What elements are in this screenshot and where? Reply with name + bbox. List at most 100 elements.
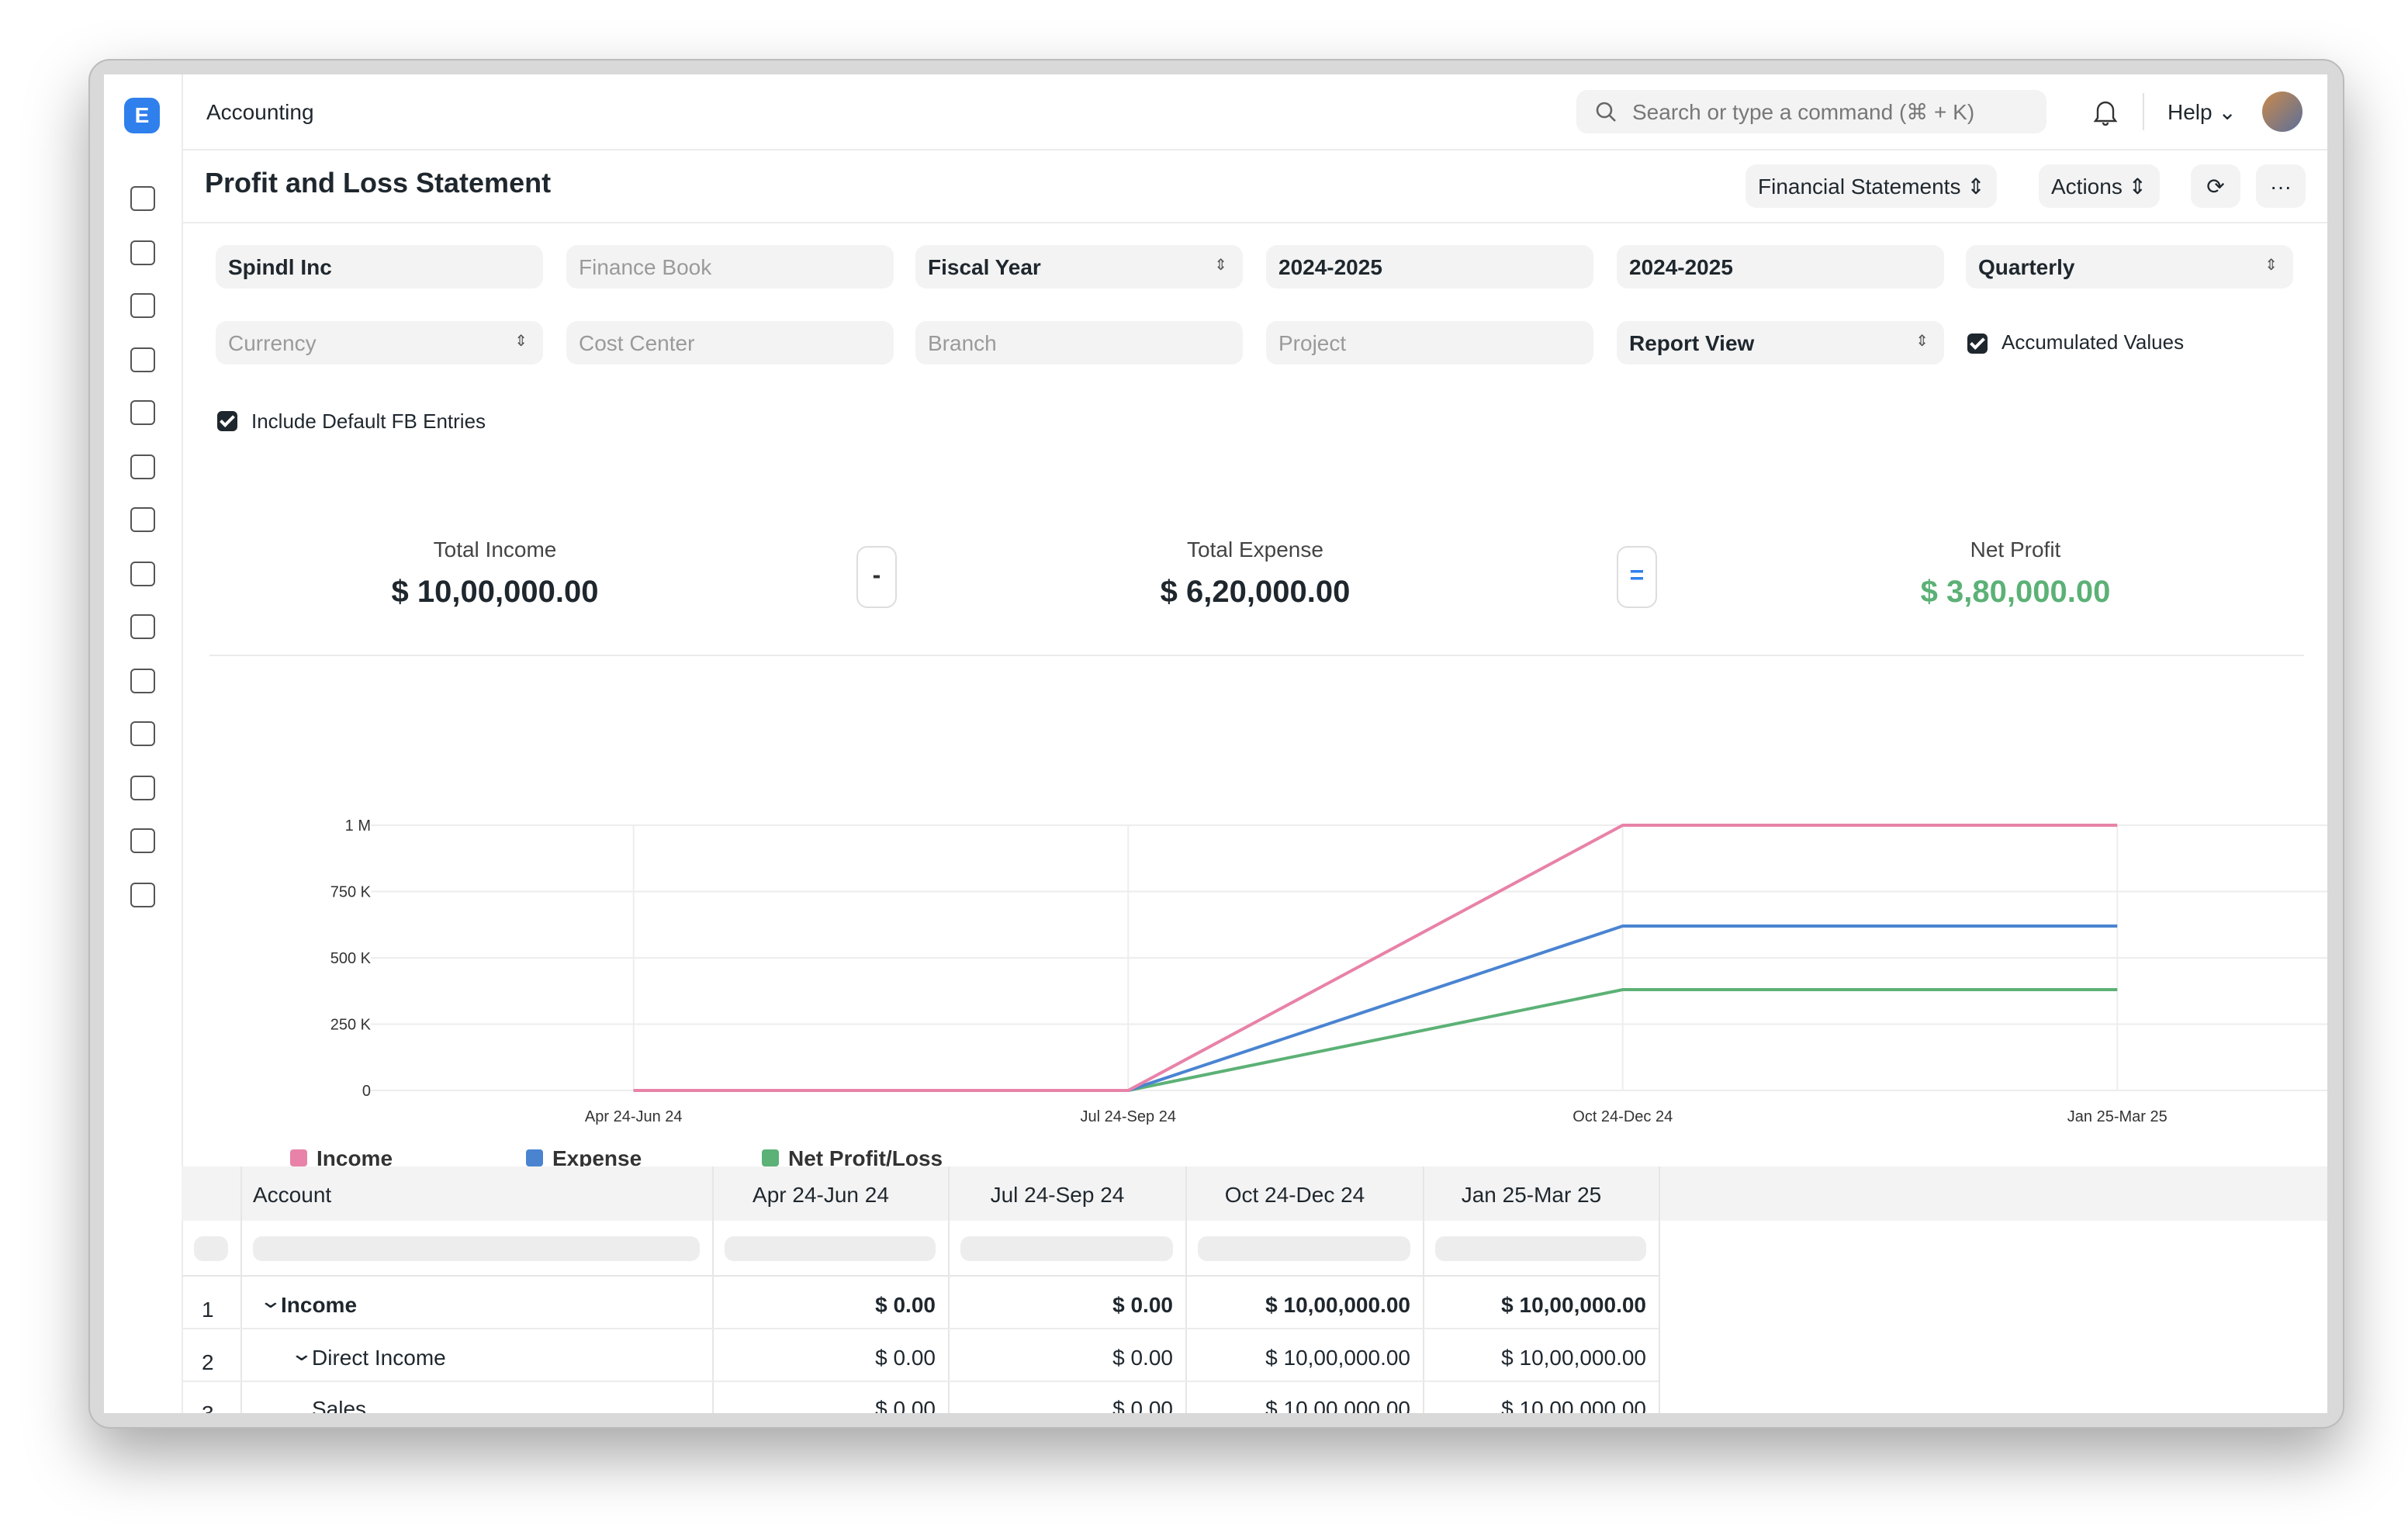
sidebar: E [104, 74, 183, 1413]
checkbox-label: Include Default FB Entries [251, 410, 486, 433]
summary-value: $ 6,20,000.00 [1160, 575, 1351, 610]
sidebar-icon[interactable] [130, 507, 155, 532]
filter-text: Cost Center [579, 330, 695, 355]
column-header: Account [253, 1182, 332, 1207]
filter-field[interactable]: Cost Center [566, 321, 894, 365]
amount: $ 0.00 [875, 1396, 936, 1413]
account-name: Income [281, 1292, 358, 1317]
filter-row-border [182, 1275, 1659, 1277]
row-toggle[interactable]: ⌄ [258, 1289, 283, 1312]
select-arrow: ⇕ [1214, 257, 1227, 275]
sidebar-icon[interactable] [130, 775, 155, 800]
table-header-bg [182, 1166, 2327, 1221]
column-filter [194, 1236, 228, 1261]
amount: $ 10,00,000.00 [1265, 1344, 1410, 1369]
filter-field[interactable]: 2024-2025 [1266, 245, 1593, 289]
page-header: Profit and Loss Statement Financial Stat… [182, 149, 2327, 223]
row-number: 2 [202, 1349, 214, 1374]
financial-statements-button[interactable]: Financial Statements ⇕ [1745, 164, 1998, 208]
column-filter[interactable] [1198, 1236, 1410, 1261]
filter-field[interactable]: Project [1266, 321, 1593, 365]
amount: $ 10,00,000.00 [1501, 1292, 1646, 1317]
summary-label: Net Profit [1970, 537, 2061, 562]
include-fb-checkbox[interactable] [217, 411, 237, 431]
refresh-button[interactable]: ⟳ [2191, 164, 2240, 208]
filter-field[interactable]: Report View ⇕ [1617, 321, 1944, 365]
filter-field[interactable]: Quarterly ⇕ [1966, 245, 2293, 289]
filter-text: Currency [228, 330, 317, 355]
sidebar-icon[interactable] [130, 293, 155, 318]
checkbox-label: Accumulated Values [2001, 330, 2185, 354]
filter-text: Project [1278, 330, 1347, 355]
sidebar-icon[interactable] [130, 882, 155, 907]
amount: $ 10,00,000.00 [1501, 1344, 1646, 1369]
filter-text: Quarterly [1978, 254, 2075, 279]
filter-text: 2024-2025 [1629, 254, 1733, 279]
column-header: Jan 25-Mar 25 [1461, 1182, 1602, 1207]
column-filter[interactable] [1435, 1236, 1646, 1261]
notification-icon[interactable] [2093, 99, 2118, 126]
x-tick-label: Jul 24-Sep 24 [1081, 1108, 1176, 1125]
navbar: Accounting Search or type a command (⌘ +… [182, 74, 2327, 150]
summary-label: Total Income [433, 537, 557, 562]
series-line [633, 988, 2118, 1092]
x-tick-label: Apr 24-Jun 24 [585, 1108, 683, 1125]
sidebar-icon[interactable] [130, 721, 155, 746]
accumulated-checkbox[interactable] [1967, 334, 1988, 354]
filter-field[interactable]: Currency ⇕ [216, 321, 543, 365]
row-number: 1 [202, 1297, 214, 1322]
amount: $ 0.00 [1112, 1396, 1173, 1413]
filter-field[interactable]: Fiscal Year ⇕ [915, 245, 1243, 289]
actions-button[interactable]: Actions ⇕ [2039, 164, 2160, 208]
legend-swatch [526, 1149, 543, 1166]
x-tick-label: Jan 25-Mar 25 [2067, 1108, 2168, 1125]
column-filter[interactable] [960, 1236, 1173, 1261]
search-bar[interactable]: Search or type a command (⌘ + K) [1576, 90, 2046, 133]
sidebar-icon[interactable] [130, 668, 155, 693]
column-filter[interactable] [253, 1236, 700, 1261]
more-button[interactable]: ··· [2256, 164, 2306, 208]
breadcrumb[interactable]: Accounting [206, 99, 314, 124]
column-divider [1423, 1166, 1424, 1413]
search-icon [1596, 102, 1616, 122]
amount: $ 0.00 [1112, 1344, 1173, 1369]
column-divider [1659, 1166, 1660, 1413]
column-divider [712, 1166, 714, 1413]
button-label: Actions [2051, 174, 2123, 199]
summary-value: $ 3,80,000.00 [1920, 575, 2111, 610]
logo[interactable]: E [124, 98, 160, 133]
chart: 0 250 K 500 K 750 K 1 M Apr 24-Jun 24 Jul 24-S… [290, 817, 2327, 1170]
search-placeholder: Search or type a command (⌘ + K) [1632, 99, 1975, 124]
row-border [182, 1328, 1659, 1329]
operator: - [856, 546, 897, 608]
y-tick-label: 250 K [330, 1017, 372, 1034]
legend-label: Income [317, 1146, 393, 1170]
y-tick-label: 500 K [330, 950, 372, 967]
y-tick-label: 750 K [330, 884, 372, 901]
sidebar-icon[interactable] [130, 400, 155, 425]
help-menu[interactable]: Help ⌄ [2168, 99, 2237, 124]
sidebar-icon[interactable] [130, 561, 155, 586]
y-tick-label: 0 [362, 1083, 371, 1100]
sidebar-icon[interactable] [130, 240, 155, 264]
sidebar-icon[interactable] [130, 614, 155, 639]
row-toggle[interactable]: ⌄ [289, 1341, 314, 1364]
avatar[interactable] [2262, 92, 2302, 132]
y-tick-label: 1 M [345, 817, 371, 835]
filter-field[interactable]: Branch [915, 321, 1243, 365]
sidebar-icon[interactable] [130, 454, 155, 479]
sidebar-icon[interactable] [130, 347, 155, 372]
filter-field[interactable]: Spindl Inc [216, 245, 543, 289]
filter-text: Report View [1629, 330, 1755, 355]
amount: $ 0.00 [875, 1292, 936, 1317]
row-number: 3 [202, 1401, 214, 1413]
filter-text: 2024-2025 [1278, 254, 1382, 279]
filter-field[interactable]: 2024-2025 [1617, 245, 1944, 289]
column-header: Oct 24-Dec 24 [1224, 1182, 1365, 1207]
filter-field[interactable]: Finance Book [566, 245, 894, 289]
sidebar-icon[interactable] [130, 186, 155, 211]
sidebar-icon[interactable] [130, 828, 155, 853]
column-filter[interactable] [725, 1236, 936, 1261]
series-line [633, 824, 2118, 1092]
